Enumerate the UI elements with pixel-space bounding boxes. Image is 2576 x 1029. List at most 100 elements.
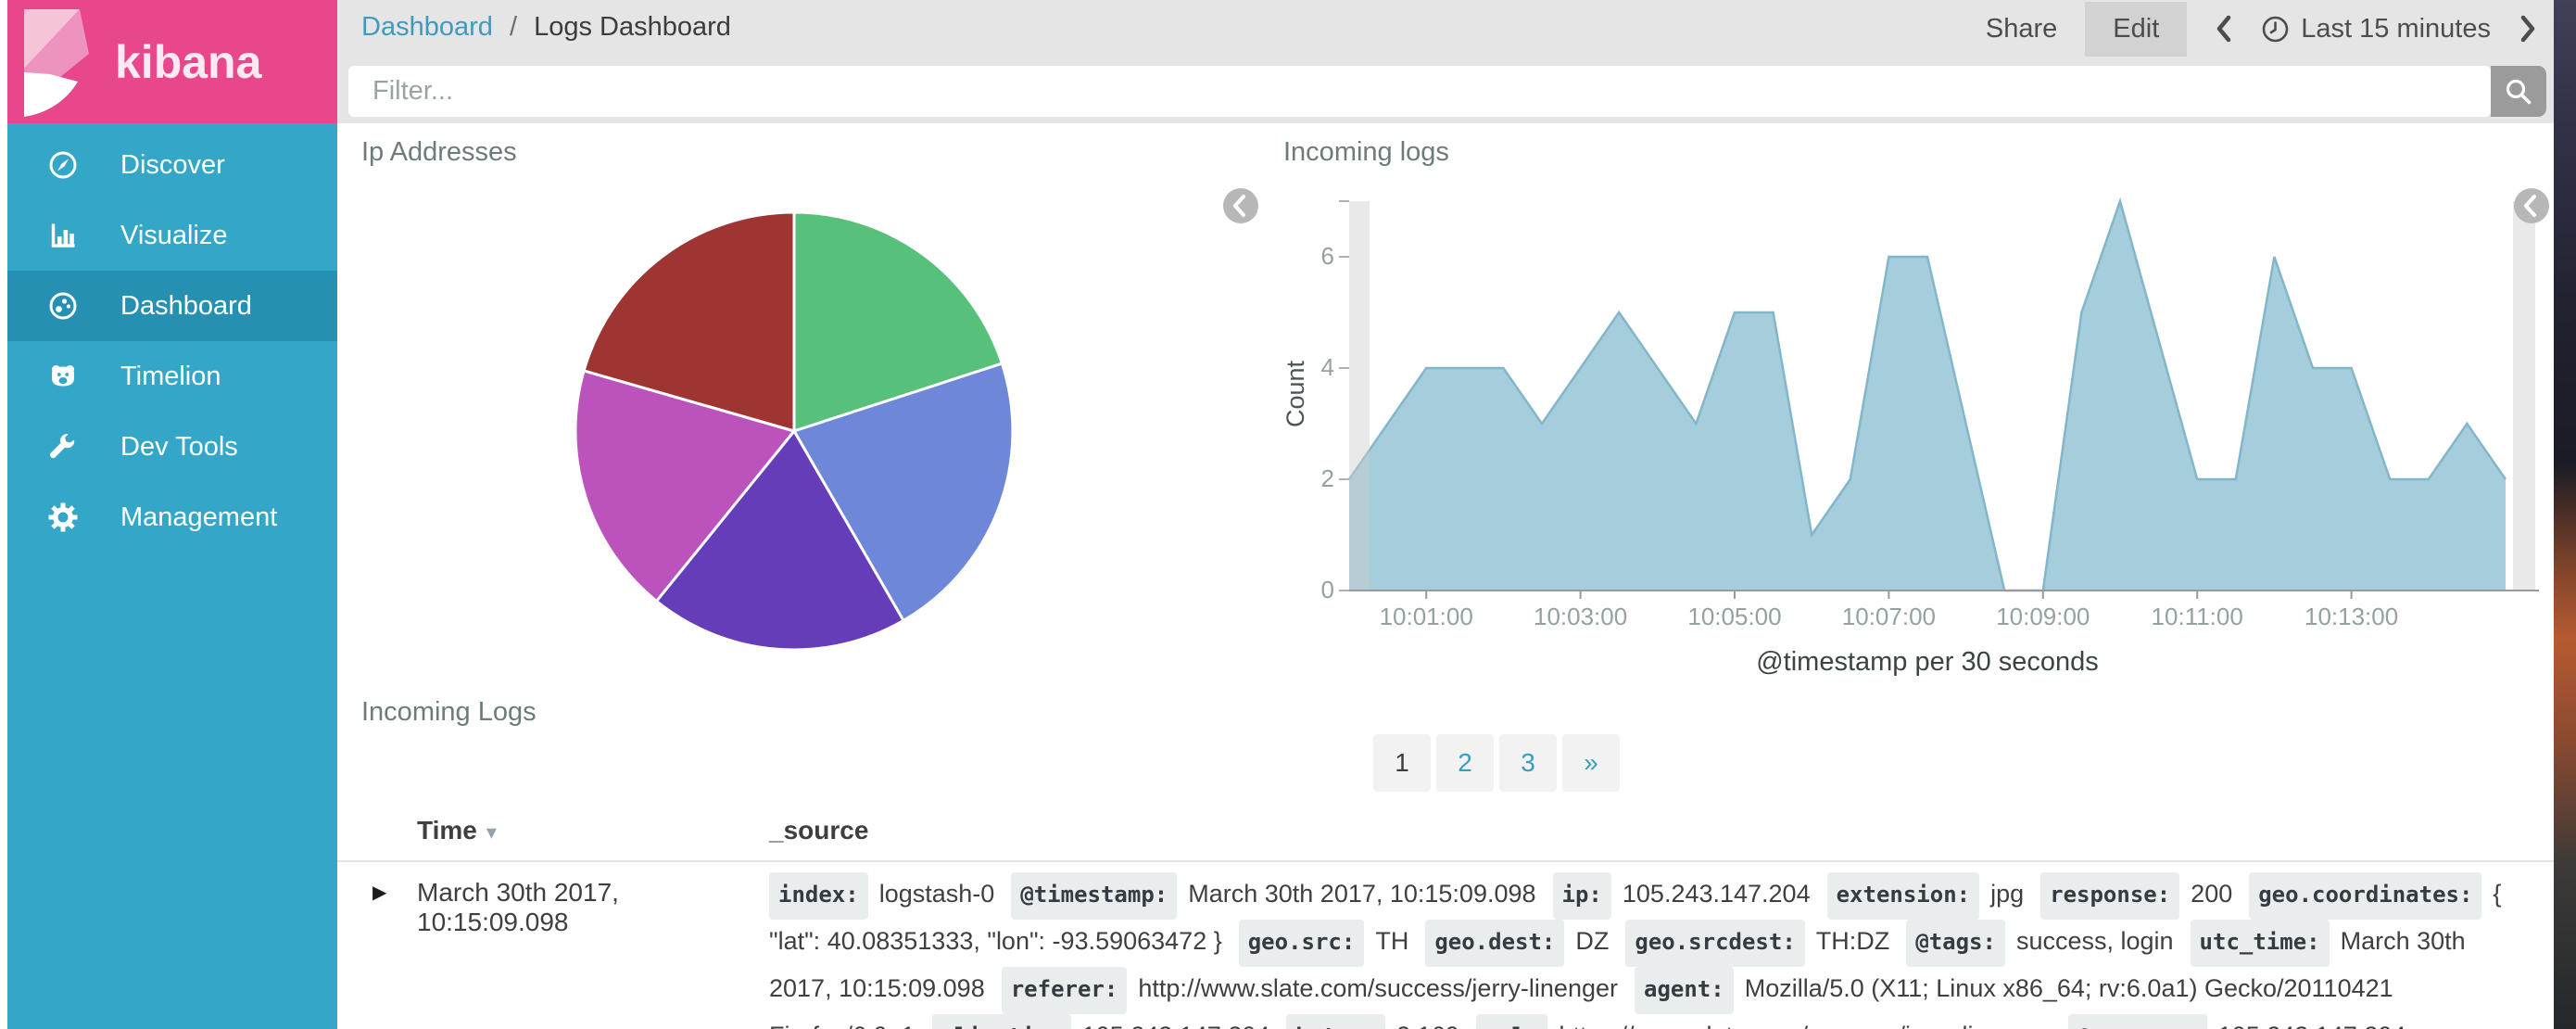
field-badge: index: xyxy=(769,872,868,920)
kibana-logo-text: kibana xyxy=(115,35,262,88)
pie-slice-2[interactable] xyxy=(791,362,1015,623)
area-series-fill xyxy=(1349,201,2506,591)
desktop-edge-right xyxy=(2554,0,2576,1029)
pie-slice-3[interactable] xyxy=(654,428,906,652)
x-axis-label: 10:09:00 xyxy=(1996,603,2090,630)
chevron-right-icon xyxy=(2520,15,2535,43)
field-value: { "lat": 40.08351333, "lon": -93.5906347… xyxy=(769,880,2502,955)
edit-button[interactable]: Edit xyxy=(2085,1,2188,57)
gauge-icon xyxy=(46,289,80,323)
field-value: March 30th 2017, 10:15:09.098 xyxy=(1188,880,1536,908)
desktop-edge-left xyxy=(0,0,7,1029)
breadcrumb-dashboard-link[interactable]: Dashboard xyxy=(361,12,493,42)
circle-chevron-left-icon xyxy=(2524,195,2536,217)
field-value: http://www.slate.com/success/jerry-linen… xyxy=(1138,974,1618,1002)
sidebar-item-visualize[interactable]: Visualize xyxy=(7,200,337,271)
x-axis-label: 10:05:00 xyxy=(1687,603,1782,630)
y-axis-label-4: 4 xyxy=(1320,353,1334,381)
x-axis-label: 10:03:00 xyxy=(1533,603,1628,630)
kibana-logo[interactable]: kibana xyxy=(7,0,337,123)
sidebar-item-management[interactable]: Management xyxy=(7,482,337,553)
search-icon xyxy=(2506,79,2532,104)
field-badge: bytes: xyxy=(1286,1014,1386,1029)
incoming-logs-area-chart[interactable] xyxy=(1338,197,2539,602)
circle-chevron-left-icon xyxy=(1233,195,1245,217)
field-value: 105.243.147.204 xyxy=(1622,880,1811,908)
breadcrumb: Dashboard / Logs Dashboard xyxy=(361,12,731,43)
sidebar-nav: Discover Visualize Dashboard Timelion Dev To… xyxy=(7,130,337,553)
field-badge: @message: xyxy=(2067,1014,2207,1029)
sidebar-item-discover[interactable]: Discover xyxy=(7,130,337,200)
x-axis-label: 10:11:00 xyxy=(2151,603,2243,630)
table-header-divider xyxy=(337,860,2554,862)
table-pagination: 1 2 3» xyxy=(1373,734,1620,792)
field-value: March 30th 2017, 10:15:09.098 xyxy=(769,927,2466,1002)
time-forward-button[interactable] xyxy=(2519,14,2537,44)
x-axis-label: 10:13:00 xyxy=(2304,603,2399,630)
y-axis-title: Count xyxy=(1282,360,1309,428)
field-value: TH xyxy=(1375,927,1409,955)
pie-slice-5[interactable] xyxy=(582,210,796,433)
time-range-label: Last 15 minutes xyxy=(2301,13,2491,44)
field-badge: agent: xyxy=(1635,967,1734,1014)
field-value: jpg xyxy=(1990,880,2025,908)
pagination-page-1[interactable]: 1 xyxy=(1373,734,1431,792)
chevron-left-icon xyxy=(2217,15,2231,43)
sidebar: kibana Discover Visualize Dashboard Timelio… xyxy=(7,0,337,1029)
field-value: 200 xyxy=(2191,880,2233,908)
field-value: 105.243.147.204 - - xyxy=(2218,1022,2437,1029)
field-badge: referer: xyxy=(1001,967,1128,1014)
field-value: https://www.slate.com/success/jerry-line… xyxy=(1559,1022,2051,1029)
sidebar-item-label: Visualize xyxy=(120,220,228,250)
pie-slice-4[interactable] xyxy=(574,369,797,603)
pagination-page-2[interactable]: 2 xyxy=(1436,734,1494,792)
share-button[interactable]: Share xyxy=(1985,13,2058,44)
endzone-left xyxy=(1349,201,1370,591)
search-button[interactable] xyxy=(2491,66,2546,117)
y-axis-label-0: 0 xyxy=(1320,576,1334,603)
column-header-time-label: Time xyxy=(417,816,477,845)
breadcrumb-current: Logs Dashboard xyxy=(534,12,731,42)
field-badge: geo.src: xyxy=(1238,920,1365,967)
field-value: logstash-0 xyxy=(878,880,995,908)
compass-icon xyxy=(46,148,80,182)
sidebar-item-timelion[interactable]: Timelion xyxy=(7,341,337,412)
filter-input[interactable] xyxy=(348,66,2491,117)
pie-slice-1[interactable] xyxy=(792,210,1004,434)
ip-addresses-pie-chart[interactable] xyxy=(572,209,1017,654)
pagination-next-button[interactable]: » xyxy=(1562,734,1620,792)
field-badge: clientip: xyxy=(931,1014,1071,1029)
pagination-page-3[interactable]: 3 xyxy=(1499,734,1557,792)
lion-icon xyxy=(46,360,80,393)
kibana-logo-icon xyxy=(24,8,89,117)
sidebar-item-label: Dev Tools xyxy=(120,431,238,462)
x-axis-label: 10:07:00 xyxy=(1841,603,1936,630)
field-badge: extension: xyxy=(1826,872,1980,920)
column-header-source-label: _source xyxy=(769,816,869,845)
breadcrumb-separator: / xyxy=(509,12,517,42)
topbar-actions: Share Edit Last 15 minutes xyxy=(1986,0,2537,57)
time-back-button[interactable] xyxy=(2215,14,2233,44)
sidebar-item-dev-tools[interactable]: Dev Tools xyxy=(7,412,337,482)
area-panel-title: Incoming logs xyxy=(1283,137,1449,167)
x-axis-title: @timestamp per 30 seconds xyxy=(1756,647,2099,677)
sidebar-item-dashboard[interactable]: Dashboard xyxy=(7,271,337,341)
field-badge: utc_time: xyxy=(2190,920,2330,967)
field-badge: ip: xyxy=(1552,872,1611,920)
field-badge: @timestamp: xyxy=(1011,872,1178,920)
row-time-value: March 30th 2017, 10:15:09.098 xyxy=(417,878,619,936)
column-header-time[interactable]: Time ▾ xyxy=(417,816,497,845)
timepicker-toggle[interactable]: Last 15 minutes xyxy=(2261,14,2491,44)
field-value: 2,160 xyxy=(1396,1022,1459,1029)
endzone-right xyxy=(2513,201,2535,591)
area-panel-collapse-button[interactable] xyxy=(2514,188,2549,223)
pie-panel-collapse-button[interactable] xyxy=(1223,188,1258,223)
field-badge: geo.coordinates: xyxy=(2249,872,2482,920)
field-badge: response: xyxy=(2040,872,2180,920)
row-expand-icon[interactable]: ▶ xyxy=(373,883,387,903)
column-header-source[interactable]: _source xyxy=(769,816,868,845)
field-value: success, login xyxy=(2015,927,2174,955)
field-badge: geo.srcdest: xyxy=(1625,920,1805,967)
bar-chart-icon xyxy=(46,219,80,252)
y-axis-label-6: 6 xyxy=(1320,242,1334,270)
